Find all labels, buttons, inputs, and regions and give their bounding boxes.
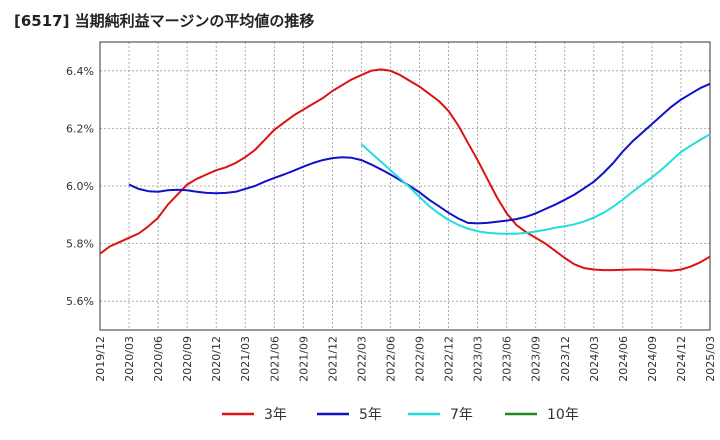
x-tick-label: 2024/03 (588, 336, 601, 382)
plot-frame (99, 41, 711, 331)
x-tick-label: 2022/06 (384, 336, 397, 382)
x-tick-label: 2021/09 (297, 336, 310, 382)
legend-item: 3年 (222, 407, 287, 423)
legend-label: 7年 (450, 407, 473, 423)
x-tick-label: 2023/06 (501, 336, 514, 382)
legend: 3年 5年 7年 10年 (222, 407, 579, 423)
x-tick-label: 2024/09 (646, 336, 659, 382)
x-tick-label: 2020/09 (181, 336, 194, 382)
legend-label: 5年 (359, 407, 382, 423)
y-tick-label: 5.6% (66, 295, 94, 308)
x-tick-label: 2021/12 (326, 336, 339, 382)
x-tick-label: 2021/03 (239, 336, 252, 382)
grid-lines (99, 42, 711, 330)
x-axis-ticks: 2019/12 2020/03 2020/06 2020/09 2020/12 2021/… (94, 336, 717, 382)
legend-item: 5年 (317, 407, 382, 423)
y-tick-label: 6.0% (66, 180, 94, 193)
legend-label: 3年 (264, 407, 287, 423)
x-tick-label: 2024/06 (617, 336, 630, 382)
x-tick-label: 2020/03 (123, 336, 136, 382)
series-line-7年 (360, 133, 711, 235)
y-tick-label: 5.8% (66, 238, 94, 251)
x-tick-label: 2021/06 (268, 336, 281, 382)
x-tick-label: 2024/12 (675, 336, 688, 382)
x-tick-label: 2020/06 (152, 336, 165, 382)
x-tick-label: 2023/09 (530, 336, 543, 382)
legend-label: 10年 (547, 407, 579, 423)
x-tick-label: 2023/12 (559, 336, 572, 382)
y-tick-label: 6.2% (66, 122, 94, 135)
x-tick-label: 2022/03 (355, 336, 368, 382)
x-tick-label: 2022/12 (443, 336, 456, 382)
x-tick-label: 2019/12 (94, 336, 107, 382)
chart-title: [6517] 当期純利益マージンの平均値の推移 (14, 12, 315, 30)
series-line-5年 (128, 82, 711, 225)
x-tick-label: 2020/12 (210, 336, 223, 382)
legend-item: 10年 (505, 407, 579, 423)
x-tick-label: 2025/03 (704, 336, 717, 382)
legend-item: 7年 (408, 407, 473, 423)
y-axis-ticks: 5.6% 5.8% 6.0% 6.2% 6.4% (66, 65, 94, 308)
y-tick-label: 6.4% (66, 65, 94, 78)
x-tick-label: 2023/03 (472, 336, 485, 382)
x-tick-label: 2022/09 (414, 336, 427, 382)
series-line-3年 (99, 68, 711, 272)
series-lines (99, 68, 711, 272)
